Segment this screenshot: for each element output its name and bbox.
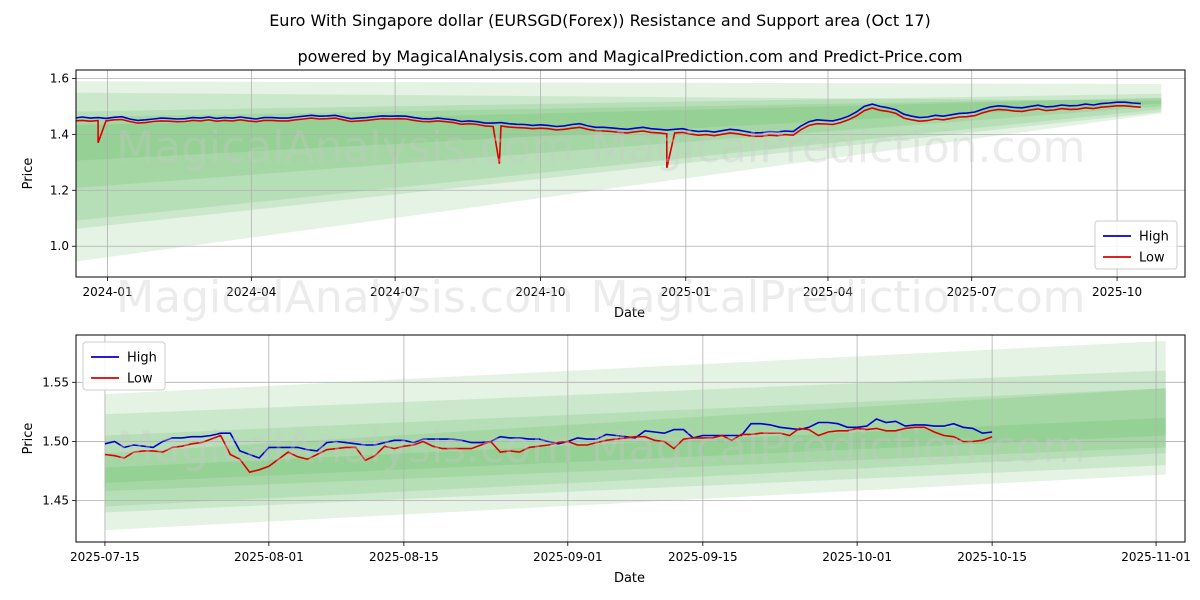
top-ytick-label-0: 1.0 <box>50 239 69 253</box>
bottom-legend-label-low: Low <box>127 372 153 387</box>
bottom-xtick-label-1: 2025-08-01 <box>234 550 304 564</box>
bottom-band-3 <box>104 388 1166 483</box>
top-series-group <box>76 101 1141 169</box>
top-xtick-label-1: 2024-04 <box>226 285 276 299</box>
top-xtick-label-7: 2025-10 <box>1092 285 1142 299</box>
top-xtick-label-5: 2025-04 <box>803 285 853 299</box>
watermark-analysis-bottom: MagicalAnalysis.com <box>116 422 574 473</box>
bottom-xtick-label-0: 2025-07-15 <box>70 550 140 564</box>
top-band-0 <box>76 81 1162 262</box>
top-band-1 <box>76 92 1162 229</box>
bottom-axes-frame <box>75 334 1186 543</box>
bottom-legend: High Low <box>82 341 166 391</box>
top-xlabel: Date <box>614 306 645 321</box>
bottom-chart-panel: 2025-07-15 2025-08-01 2025-08-15 2025-09-01… <box>21 334 1191 586</box>
bottom-xtick-label-6: 2025-10-15 <box>957 550 1027 564</box>
top-ylabel: Price <box>21 158 36 190</box>
bottom-legend-box <box>82 341 166 391</box>
top-legend-label-low: Low <box>1139 251 1165 266</box>
watermark-prediction-top: MagicalPrediction.com <box>591 122 1086 173</box>
bottom-series-group <box>104 418 993 474</box>
top-xtick-label-3: 2024-10 <box>515 285 565 299</box>
bottom-ytick-label-2: 1.55 <box>42 375 69 389</box>
top-chart-panel: 2024-01 2024-04 2024-07 2024-10 2025-01 2025-… <box>21 69 1186 321</box>
top-band-2 <box>76 93 1162 221</box>
bottom-band-4 <box>104 417 1166 492</box>
bottom-series-high <box>104 418 993 459</box>
top-legend-box <box>1094 220 1178 270</box>
watermark-prediction-mid: MagicalPrediction.com <box>591 272 1086 323</box>
top-series-high <box>76 101 1141 134</box>
watermark-analysis-mid: MagicalAnalysis.com <box>116 272 574 323</box>
bottom-band-group <box>104 340 1166 531</box>
top-ytick-label-1: 1.2 <box>50 183 69 197</box>
bottom-legend-label-high: High <box>127 351 157 366</box>
top-band-group <box>76 81 1162 262</box>
bottom-band-2 <box>104 388 1166 507</box>
bottom-xtick-label-2: 2025-08-15 <box>369 550 439 564</box>
bottom-xtick-label-4: 2025-09-15 <box>668 550 738 564</box>
top-legend: High Low <box>1094 220 1178 270</box>
bottom-xlabel: Date <box>614 571 645 586</box>
watermark-analysis-top: MagicalAnalysis.com <box>116 122 574 173</box>
bottom-xtick-label-7: 2025-11-01 <box>1121 550 1191 564</box>
chart-title: Euro With Singapore dollar (EURSGD(Forex… <box>269 11 931 30</box>
top-axes-frame <box>75 69 1186 278</box>
top-legend-label-high: High <box>1139 230 1169 245</box>
watermark-layer: MagicalAnalysis.com MagicalPrediction.co… <box>116 122 1085 473</box>
top-xtick-label-2: 2024-07 <box>370 285 420 299</box>
top-ytick-label-3: 1.6 <box>50 71 69 85</box>
top-xtick-label-0: 2024-01 <box>83 285 133 299</box>
bottom-band-0 <box>104 340 1166 531</box>
top-series-low <box>76 105 1141 169</box>
top-xtick-label-4: 2025-01 <box>661 285 711 299</box>
watermark-prediction-bottom: MagicalPrediction.com <box>591 422 1086 473</box>
bottom-ytick-label-0: 1.45 <box>42 494 69 508</box>
bottom-ytick-label-1: 1.50 <box>42 434 69 448</box>
chart-subtitle: powered by MagicalAnalysis.com and Magic… <box>297 47 962 66</box>
bottom-ylabel: Price <box>21 423 36 455</box>
bottom-xtick-label-5: 2025-10-01 <box>822 550 892 564</box>
bottom-xtick-label-3: 2025-09-01 <box>533 550 603 564</box>
top-ytick-label-2: 1.4 <box>50 127 69 141</box>
top-xtick-label-6: 2025-07 <box>947 285 997 299</box>
bottom-series-low <box>104 426 993 474</box>
